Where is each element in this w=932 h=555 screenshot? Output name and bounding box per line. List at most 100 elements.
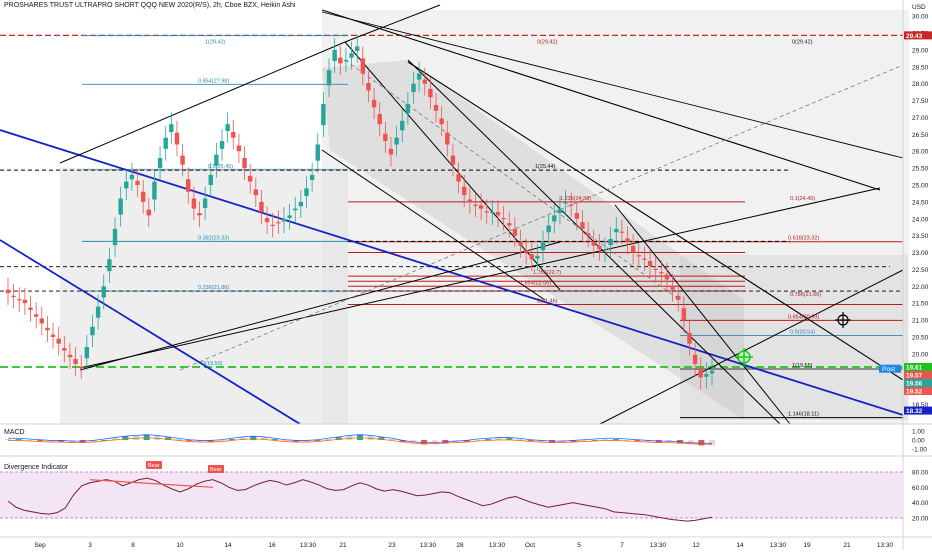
y-tick-label: 24.00 [912,216,929,223]
x-tick-label: 21 [843,542,851,549]
y-tick-label: 21.00 [912,318,929,325]
x-tick-label: Oct [525,542,535,549]
macd-bar [122,436,129,440]
y-tick-label: 28.00 [912,81,929,88]
macd-bar [261,437,267,440]
candle-body [236,145,242,152]
candle-body [653,268,658,270]
x-tick-label: 16 [268,542,276,549]
candle-body [90,326,95,336]
macd-bar [581,440,587,441]
candle-body [140,191,146,202]
candle-body [326,70,332,86]
macd-bar [389,439,395,440]
candle-body [33,314,39,317]
candle-body [107,259,112,272]
x-tick-label: 13:30 [877,542,894,549]
gray-dashed-trend [344,59,681,301]
candle-body [647,260,653,267]
macd-bar [218,440,225,441]
candle-body [478,205,484,209]
y-tick-label: 30.00 [912,14,929,21]
candle-body [219,141,225,149]
price-badge [904,31,932,40]
fib-label: 0.9(20.54) [790,330,815,336]
candle-body [67,354,73,358]
macd-bar [26,440,33,441]
channel-line [59,41,346,164]
macd-tick-label: 0.00 [912,438,925,445]
candle-body [501,218,506,220]
candle-body [484,211,489,213]
y-tick-label: 22.50 [912,267,929,274]
channel-line [344,4,441,43]
fan-line [321,9,881,191]
candle-body [28,307,33,310]
channel-line [79,187,881,369]
candle-body [692,354,698,364]
y-tick-label: 26.50 [912,132,929,139]
macd-bar [293,440,299,442]
fib-label: 2(21.46) [537,299,558,305]
x-tick-label: 13:30 [650,542,667,549]
candle-body [456,174,461,182]
candle-body [225,124,230,131]
x-tick-label: 13:30 [420,542,437,549]
bear-tag-text: Bear [210,467,222,473]
candle-body [242,157,247,169]
candle-body [366,82,371,91]
price-badge-text: 18.32 [906,408,923,415]
macd-tick-label: 1.00 [912,429,925,436]
candle-body [523,250,529,253]
macd-signal-line [8,437,712,445]
candle-body [383,133,388,142]
blue-trendline [0,239,301,425]
macd-bar [570,440,577,442]
macd-bar [698,440,705,446]
candle-body [535,255,540,259]
macd-bar [709,440,715,446]
fib-label: 0.382(23.33) [198,235,229,241]
rsi-band [0,472,903,518]
candle-body [45,327,50,331]
y-tick-label: 27.50 [912,98,929,105]
fan-line [321,149,546,301]
price-badge-text: 29.43 [906,33,923,40]
candle-body [377,114,382,125]
crosshair-move-icon[interactable] [835,312,851,328]
candle-body [11,295,16,297]
candle-body [580,222,585,229]
macd-line [8,434,712,444]
candle-body [360,58,366,74]
candle-body [664,274,670,280]
x-tick-label: 28 [456,542,464,549]
y-tick-label: 28.50 [912,64,929,71]
candle-body [405,103,411,114]
bear-divergence-line [89,479,214,488]
fib-label: 1.786(22.?) [533,270,561,276]
y-tick-label: 22.00 [912,284,929,291]
y-tick-label: 27.00 [912,115,929,122]
candle-body [512,228,518,236]
candle-body [180,155,185,165]
green-target-icon[interactable] [735,348,753,366]
divergence-line [7,477,713,522]
candle-body [676,295,681,300]
macd-bar [325,439,331,440]
candle-body [416,73,422,80]
candle-body [540,242,546,251]
macd-bar [239,437,246,440]
candle-body [101,286,106,298]
candle-body [495,212,501,216]
candle-body [270,224,275,227]
macd-bar [463,440,470,442]
candle-body [304,188,309,197]
candle-body [518,241,523,246]
candle-body [354,46,360,51]
y-tick-label: 20.50 [912,334,929,341]
chart-title: PROSHARES TRUST ULTRAPRO SHORT QQQ NEW 2… [4,2,296,9]
candle-body [557,208,563,214]
candle-body [118,198,123,215]
candle-body [73,358,78,364]
